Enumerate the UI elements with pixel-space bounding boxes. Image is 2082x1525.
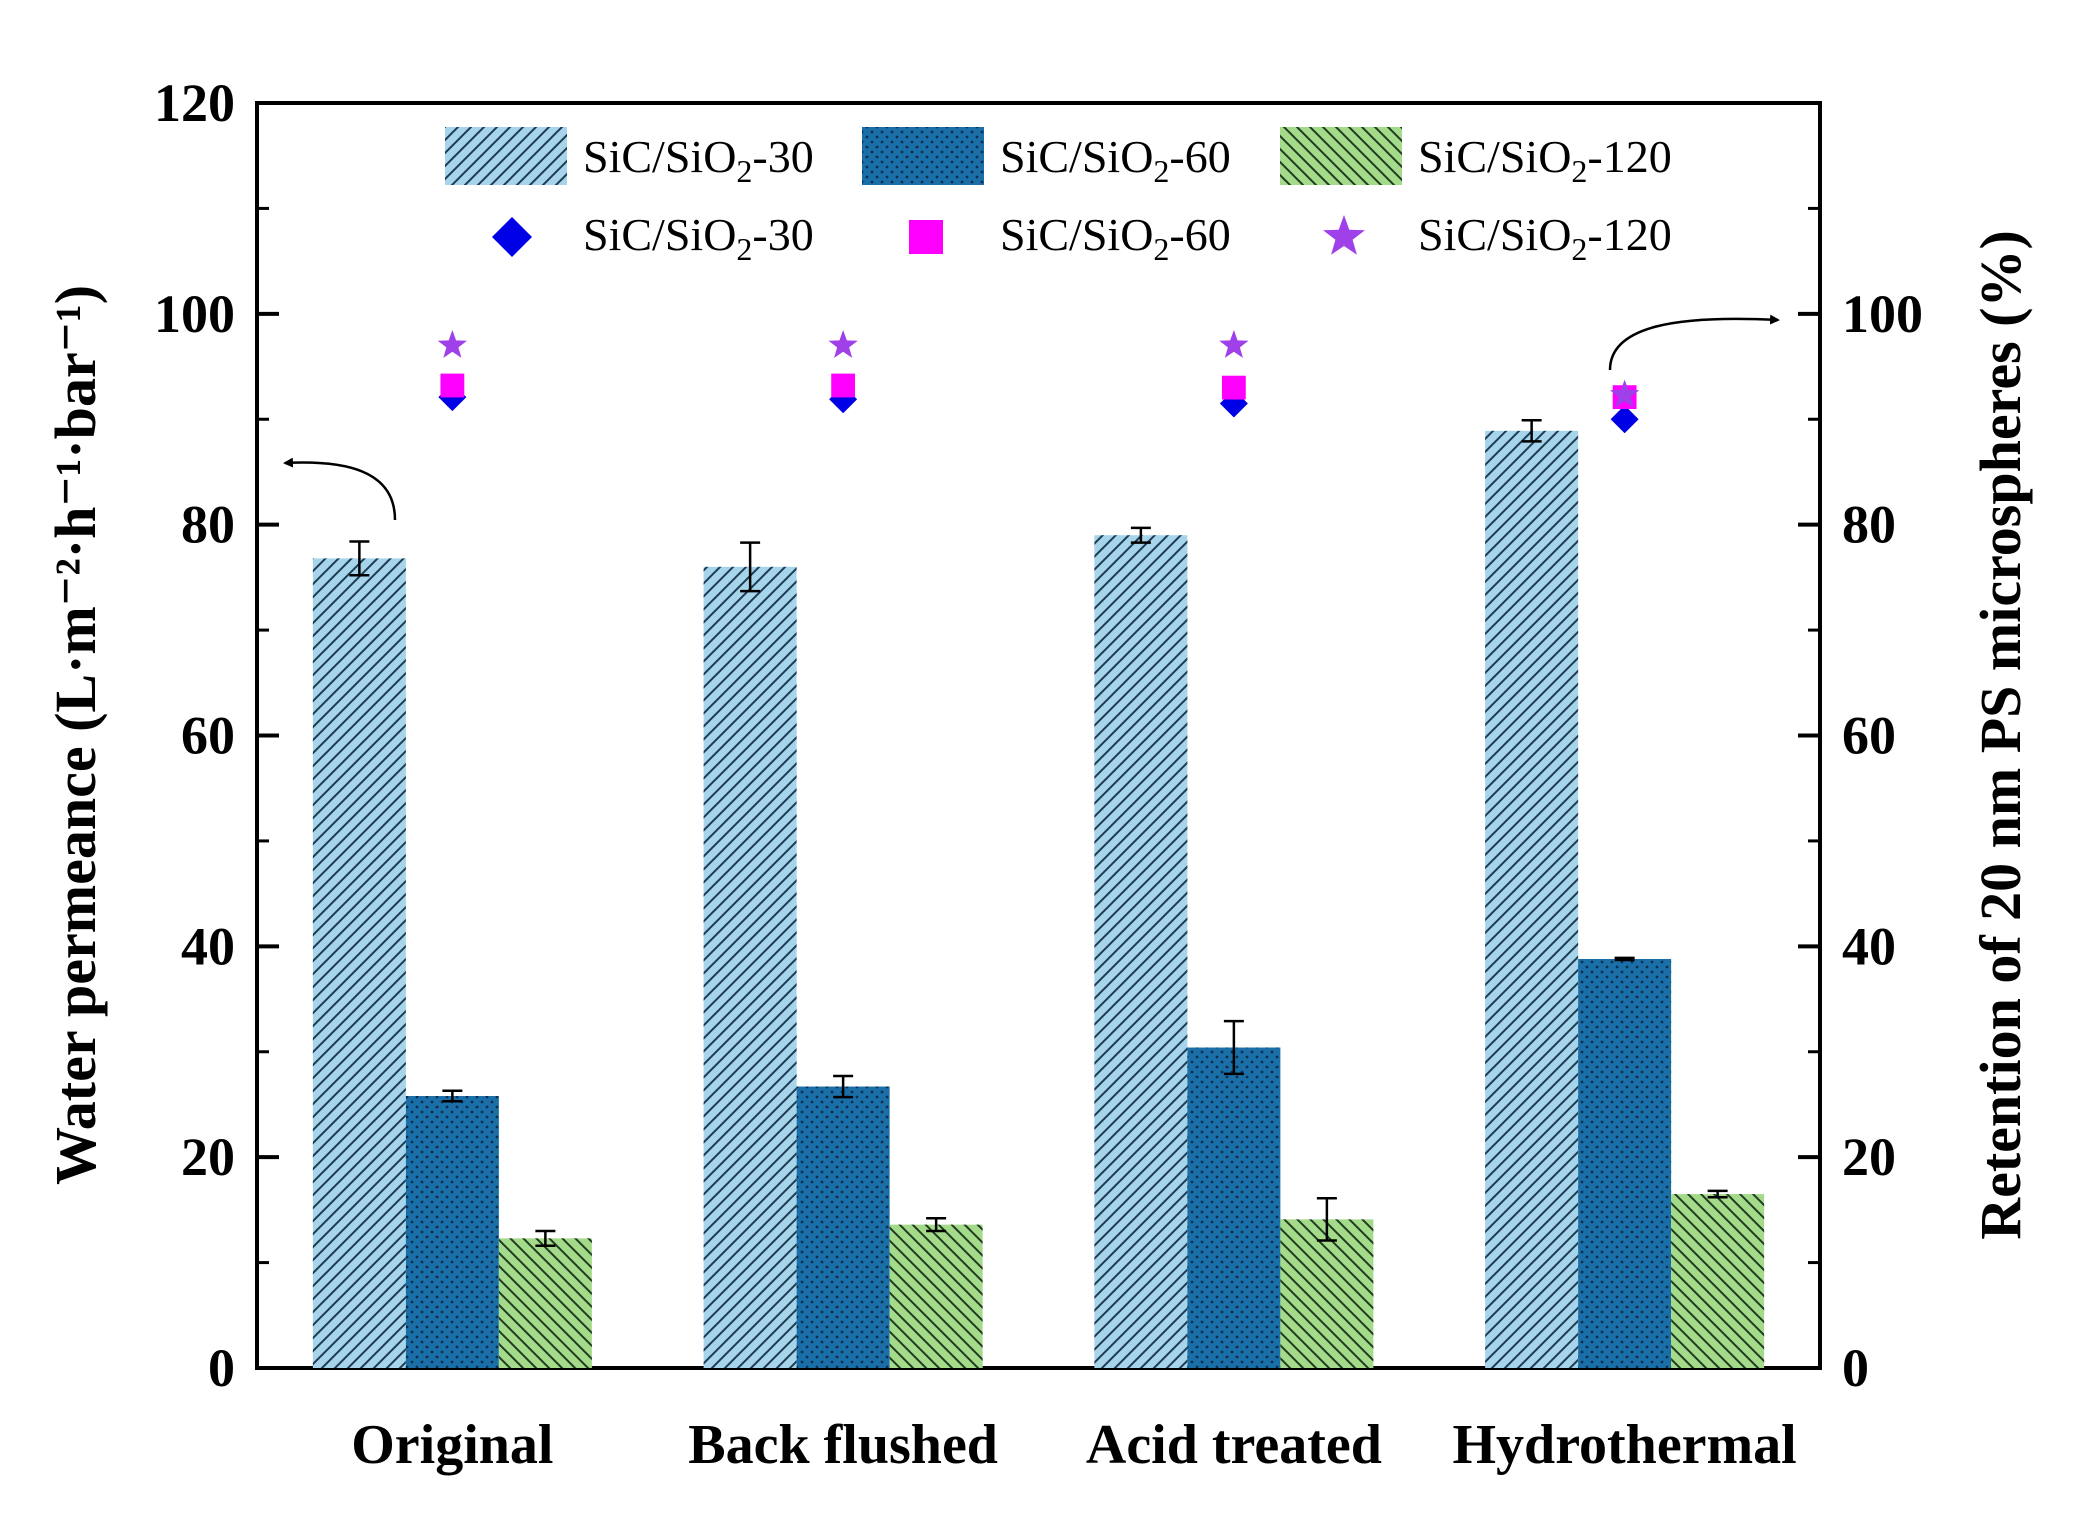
errorbar-sic-sio2-120-hydrothermal [1707, 1189, 1728, 1199]
legend-swatch-bar-sic-sio2-120-pattern [1280, 127, 1402, 185]
point-sic-sio2-60-square-acid-treated [1221, 375, 1246, 400]
right-tick-label: 60 [1842, 706, 1896, 766]
left-axis-title: Water permeance (L·m⁻²·h⁻¹·bar⁻¹) [43, 285, 108, 1185]
errorbar-sic-sio2-60-original [442, 1089, 463, 1103]
bar-sic-sio2-120-acid-treated-pattern [1280, 1219, 1374, 1368]
bar-sic-sio2-120-back-flushed-pattern [889, 1224, 983, 1368]
retention-points-group [437, 330, 1640, 434]
errorbar-sic-sio2-30-acid-treated [1130, 526, 1151, 544]
bars-group [312, 430, 1765, 1368]
left-tick-label: 100 [154, 284, 235, 344]
left-tick-label: 60 [181, 706, 235, 766]
bar-sic-sio2-30-original-pattern [312, 558, 406, 1368]
right-tick-label: 100 [1842, 284, 1923, 344]
errorbar-sic-sio2-120-back-flushed [926, 1217, 947, 1233]
bar-sic-sio2-30-acid-treated-pattern [1094, 535, 1188, 1368]
legend-label-point-sic-sio2-30: SiC/SiO2-30 [583, 209, 814, 267]
right-tick-label: 80 [1842, 495, 1896, 555]
left-tick-label: 120 [154, 73, 235, 133]
right-axis-title: Retention of 20 nm PS microspheres (%) [1968, 230, 2033, 1240]
legend-marker-diamond-icon [492, 217, 532, 257]
category-label-acid-treated: Acid treated [1086, 1414, 1382, 1476]
x-axis: Original Back flushed Acid treated Hydrothe… [351, 1414, 1797, 1476]
left-tick-label: 40 [181, 916, 235, 976]
errorbar-sic-sio2-60-hydrothermal [1614, 956, 1635, 962]
point-sic-sio2-30-diamond-hydrothermal [1610, 405, 1639, 434]
legend-swatch-bar-sic-sio2-60-pattern [862, 127, 984, 185]
errorbar-sic-sio2-60-back-flushed [833, 1074, 854, 1099]
point-sic-sio2-120-star-back-flushed [828, 330, 858, 358]
bar-sic-sio2-60-hydrothermal-pattern [1578, 958, 1672, 1368]
right-axis-arrow [1608, 314, 1780, 371]
bar-sic-sio2-30-hydrothermal-pattern [1485, 430, 1579, 1368]
bar-sic-sio2-60-original-pattern [405, 1096, 499, 1368]
bar-sic-sio2-60-back-flushed-pattern [796, 1086, 890, 1368]
right-axis: 0 20 40 60 80 100 [1798, 206, 1923, 1398]
bar-sic-sio2-120-original-pattern [498, 1238, 592, 1368]
legend-marker-star-icon [1323, 215, 1365, 255]
point-sic-sio2-120-star-hydrothermal [1609, 379, 1640, 408]
point-sic-sio2-120-star-original [437, 330, 468, 358]
category-label-hydrothermal: Hydrothermal [1452, 1414, 1796, 1476]
left-tick-label: 20 [181, 1127, 235, 1187]
errorbar-sic-sio2-120-original [535, 1229, 556, 1247]
point-sic-sio2-60-square-original [440, 373, 465, 398]
bar-sic-sio2-30-back-flushed-pattern [703, 566, 797, 1368]
legend-swatch-bar-sic-sio2-30-pattern [445, 127, 567, 185]
category-label-back-flushed: Back flushed [688, 1414, 998, 1476]
point-sic-sio2-60-square-back-flushed [831, 373, 856, 398]
right-tick-label: 40 [1842, 916, 1896, 976]
left-tick-label: 0 [208, 1338, 235, 1398]
point-sic-sio2-120-star-acid-treated [1219, 330, 1249, 358]
left-axis-arrow [283, 457, 397, 521]
legend: SiC/SiO2-30 SiC/SiO2-60 SiC/SiO2-120 SiC/Si… [445, 127, 1672, 267]
legend-label-bar-sic-sio2-60: SiC/SiO2-60 [1000, 131, 1231, 189]
right-tick-label: 20 [1842, 1127, 1896, 1187]
bar-sic-sio2-120-hydrothermal-pattern [1671, 1194, 1765, 1368]
errorbar-sic-sio2-120-acid-treated [1316, 1197, 1337, 1242]
category-label-original: Original [351, 1414, 553, 1476]
bar-sic-sio2-60-acid-treated-pattern [1187, 1047, 1281, 1368]
error-bars-group [349, 419, 1728, 1247]
errorbar-sic-sio2-30-hydrothermal [1521, 419, 1542, 443]
legend-marker-square-icon [909, 220, 943, 254]
errorbar-sic-sio2-30-original [349, 540, 370, 577]
right-tick-label: 0 [1842, 1338, 1869, 1398]
legend-label-point-sic-sio2-120: SiC/SiO2-120 [1418, 209, 1672, 267]
errorbar-sic-sio2-60-acid-treated [1223, 1019, 1244, 1076]
legend-label-bar-sic-sio2-30: SiC/SiO2-30 [583, 131, 814, 189]
left-tick-label: 80 [181, 495, 235, 555]
annotations [283, 314, 1780, 521]
legend-label-bar-sic-sio2-120: SiC/SiO2-120 [1418, 131, 1672, 189]
left-axis: 0 20 40 60 80 100 120 [154, 73, 279, 1398]
errorbar-sic-sio2-30-back-flushed [740, 541, 761, 593]
legend-label-point-sic-sio2-60: SiC/SiO2-60 [1000, 209, 1231, 267]
